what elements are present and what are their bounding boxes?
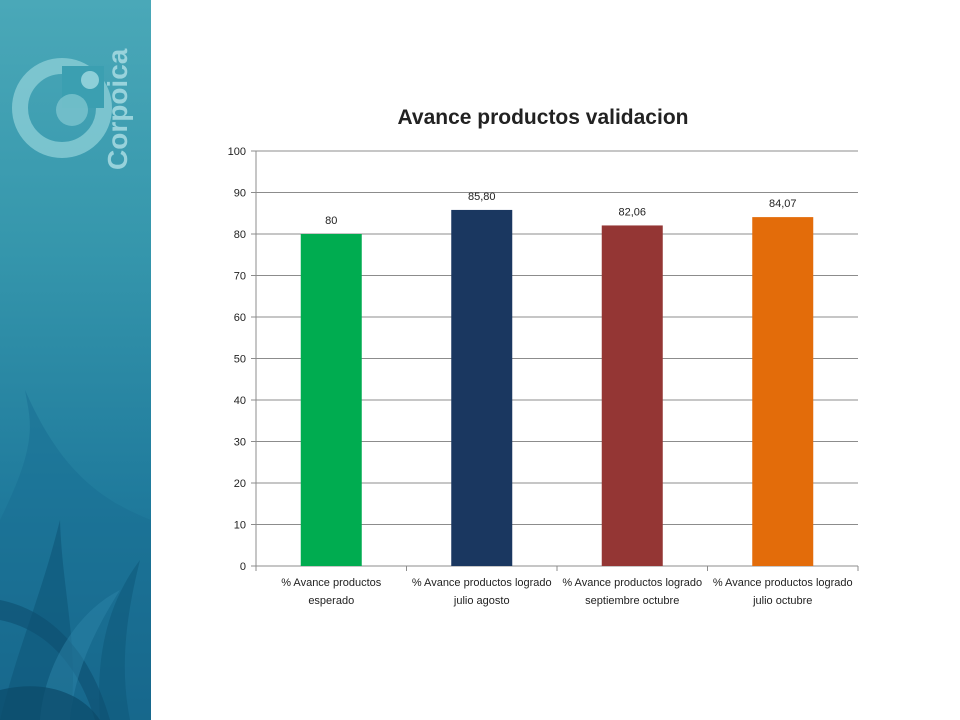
y-tick-label: 70 (234, 271, 246, 283)
leaf-decoration (0, 390, 151, 720)
corpoica-logo: Corpoica (12, 48, 133, 170)
data-label: 82,06 (618, 206, 646, 218)
y-tick-label: 90 (234, 188, 246, 200)
y-tick-label: 0 (240, 561, 246, 573)
x-category-label: % Avance productos logrado julio agosto (411, 577, 552, 607)
bar (752, 217, 814, 566)
y-tick-label: 50 (234, 354, 246, 366)
data-label: 80 (325, 215, 337, 227)
x-category-label: % Avance productos logrado julio octubre (712, 577, 853, 607)
data-label: 85,80 (468, 191, 496, 203)
bar (451, 209, 513, 566)
bar (300, 234, 362, 566)
data-label: 84,07 (769, 198, 797, 210)
chart-title: Avance productos validacion (397, 106, 689, 129)
y-tick-label: 60 (234, 312, 246, 324)
x-category-label: % Avance productos esperado (281, 577, 382, 607)
y-tick-label: 80 (234, 229, 246, 241)
bar (601, 225, 663, 567)
y-tick-label: 100 (228, 146, 246, 158)
y-tick-label: 40 (234, 395, 246, 407)
side-decoration-panel: Corpoica (0, 0, 151, 720)
logo-text: Corpoica (102, 48, 133, 170)
y-tick-label: 20 (234, 478, 246, 490)
y-tick-label: 10 (234, 520, 246, 532)
y-tick-label: 30 (234, 437, 246, 449)
x-category-label: % Avance productos logrado septiembre oc… (562, 577, 703, 607)
